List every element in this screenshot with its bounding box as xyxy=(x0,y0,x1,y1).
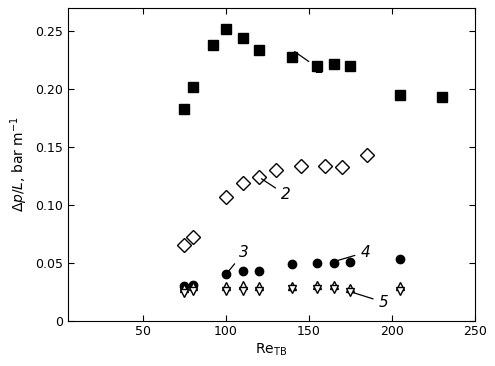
Text: 3: 3 xyxy=(228,245,249,272)
Text: 1: 1 xyxy=(295,52,324,76)
Text: 5: 5 xyxy=(353,292,388,310)
X-axis label: Re$_{\rm TB}$: Re$_{\rm TB}$ xyxy=(255,341,288,358)
Text: 2: 2 xyxy=(261,179,291,202)
Y-axis label: $\Delta p/L$, bar m$^{-1}$: $\Delta p/L$, bar m$^{-1}$ xyxy=(8,116,30,213)
Text: 4: 4 xyxy=(337,245,370,261)
